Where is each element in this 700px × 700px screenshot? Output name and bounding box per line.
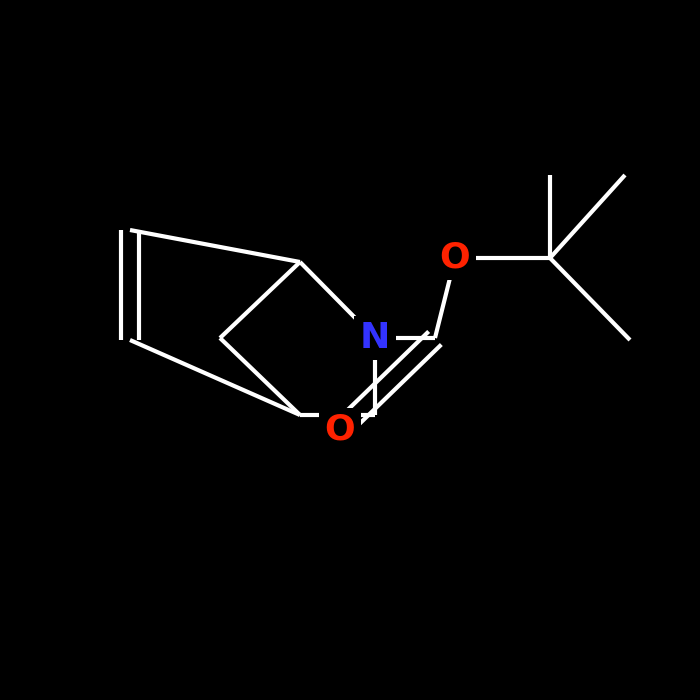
Text: O: O: [440, 241, 470, 275]
Text: O: O: [325, 413, 356, 447]
Text: N: N: [360, 321, 390, 355]
